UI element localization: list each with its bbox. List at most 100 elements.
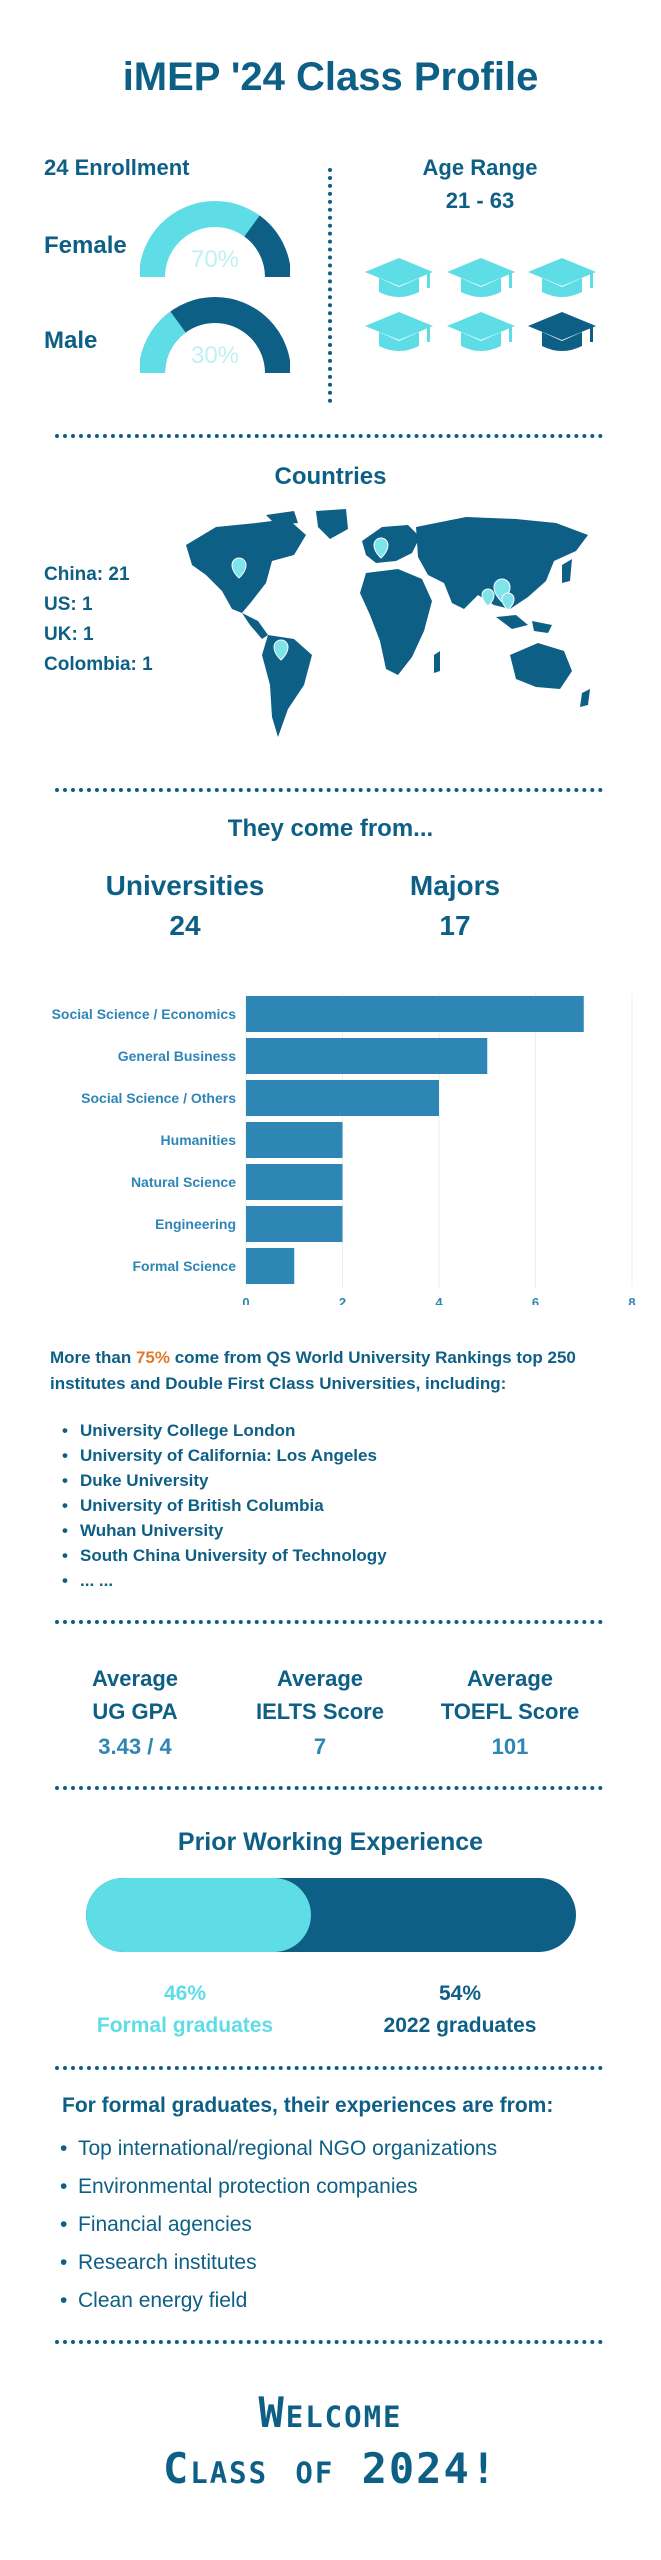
list-item: Wuhan University	[62, 1518, 622, 1543]
bar	[246, 1038, 488, 1074]
category-label: General Business	[118, 1048, 236, 1064]
location-pin-icon	[273, 639, 289, 661]
divider	[55, 788, 603, 792]
majors-label: Majors	[409, 870, 501, 901]
age-heading: Age Range	[422, 155, 538, 180]
divider	[55, 2340, 603, 2344]
category-label: Humanities	[161, 1132, 237, 1148]
enrollment-heading: 24 Enrollment	[44, 155, 190, 180]
universities-count: 24	[169, 910, 201, 941]
category-label: Formal Science	[133, 1258, 237, 1274]
formal-exp-heading: For formal graduates, their experiences …	[62, 2094, 554, 2117]
from-heading: They come from...	[227, 815, 434, 842]
score-line2: TOEFL Score	[440, 1699, 580, 1724]
score-value: 3.43 / 4	[98, 1734, 172, 1759]
male-label: Male	[44, 327, 98, 354]
graduation-caps	[365, 258, 596, 351]
age-range: 21 - 63	[445, 188, 515, 213]
world-map	[186, 509, 590, 737]
rankings-suffix: come from QS World University Rankings t…	[50, 1348, 576, 1393]
x-tick-label: 8	[628, 1295, 635, 1305]
female-label: Female	[44, 232, 127, 259]
bar	[246, 1248, 295, 1284]
score-toefl: Average TOEFL Score 101	[420, 1662, 600, 1763]
bar	[246, 996, 584, 1032]
country-item: US: 1	[44, 594, 93, 615]
page-title: iMEP '24 Class Profile	[122, 55, 539, 99]
divider	[55, 1620, 603, 1624]
x-tick-label: 2	[339, 1295, 346, 1305]
list-item: University of British Columbia	[62, 1493, 622, 1518]
list-item: Research institutes	[60, 2244, 630, 2282]
divider	[55, 434, 603, 438]
recent-graduates: 54% 2022 graduates	[345, 1978, 575, 2042]
female-gauge	[140, 201, 290, 278]
list-item: Environmental protection companies	[60, 2168, 630, 2206]
divider	[55, 1786, 603, 1790]
universities-label: Universities	[105, 870, 265, 901]
category-label: Social Science / Economics	[52, 1006, 237, 1022]
location-pin-icon	[481, 588, 495, 607]
cap-icon	[528, 312, 596, 351]
male-gauge	[140, 297, 290, 374]
formal-label: Formal graduates	[96, 2014, 274, 2037]
list-item: Duke University	[62, 1468, 622, 1493]
bar	[246, 1122, 343, 1158]
x-tick-label: 4	[435, 1295, 443, 1305]
list-item: Clean energy field	[60, 2282, 630, 2320]
welcome-line1: Welcome	[258, 2388, 403, 2437]
score-ielts: Average IELTS Score 7	[235, 1662, 405, 1763]
rankings-prefix: More than	[50, 1348, 136, 1367]
experience-list: Top international/regional NGO organizat…	[60, 2130, 630, 2320]
vertical-divider	[328, 168, 332, 403]
cap-icon	[365, 258, 433, 297]
list-item: ... ...	[62, 1568, 622, 1593]
score-line1: Average	[276, 1666, 363, 1691]
score-line1: Average	[466, 1666, 553, 1691]
welcome-line2: Class of 2024!	[162, 2444, 499, 2493]
list-item: University of California: Los Angeles	[62, 1443, 622, 1468]
female-percent: 70%	[190, 246, 240, 273]
country-item: China: 21	[44, 564, 130, 585]
x-tick-label: 6	[532, 1295, 539, 1305]
formal-graduates: 46% Formal graduates	[70, 1978, 300, 2042]
score-value: 101	[491, 1734, 529, 1759]
bar	[246, 1080, 439, 1116]
experience-bar	[86, 1878, 576, 1952]
countries-heading: Countries	[274, 463, 387, 490]
cap-icon	[447, 258, 515, 297]
list-item: South China University of Technology	[62, 1543, 622, 1568]
graduates-label: 2022 graduates	[383, 2014, 537, 2037]
male-percent: 30%	[190, 342, 240, 369]
rankings-highlight: 75%	[135, 1348, 170, 1367]
score-line1: Average	[91, 1666, 178, 1691]
country-list: China: 21 US: 1 UK: 1 Colombia: 1	[44, 560, 153, 680]
category-label: Engineering	[155, 1216, 236, 1232]
cap-icon	[528, 258, 596, 297]
divider	[55, 2066, 603, 2070]
country-item: Colombia: 1	[44, 654, 153, 675]
x-tick-label: 0	[242, 1295, 249, 1305]
university-list: University College London University of …	[62, 1418, 622, 1593]
category-label: Natural Science	[131, 1174, 236, 1190]
graduates-percent: 54%	[438, 1982, 482, 2005]
welcome-message: Welcome Class of 2024!	[0, 2385, 661, 2497]
majors-bar-chart: 0 2 4 6 8 Social Science / Economics General B…	[52, 993, 636, 1305]
formal-percent: 46%	[163, 1982, 207, 2005]
score-value: 7	[313, 1734, 327, 1759]
list-item: University College London	[62, 1418, 622, 1443]
cap-icon	[365, 312, 433, 351]
category-label: Social Science / Others	[81, 1090, 236, 1106]
rankings-text: More than 75% come from QS World Univers…	[50, 1345, 630, 1397]
location-pin-icon	[373, 537, 389, 559]
score-line2: UG GPA	[92, 1699, 178, 1724]
experience-bar-fill	[86, 1878, 312, 1952]
country-item: UK: 1	[44, 624, 94, 645]
location-pin-icon	[501, 592, 515, 611]
experience-heading: Prior Working Experience	[177, 1828, 484, 1856]
list-item: Financial agencies	[60, 2206, 630, 2244]
score-line2: IELTS Score	[256, 1699, 384, 1724]
bar	[246, 1206, 343, 1242]
list-item: Top international/regional NGO organizat…	[60, 2130, 630, 2168]
majors-count: 17	[439, 910, 471, 941]
